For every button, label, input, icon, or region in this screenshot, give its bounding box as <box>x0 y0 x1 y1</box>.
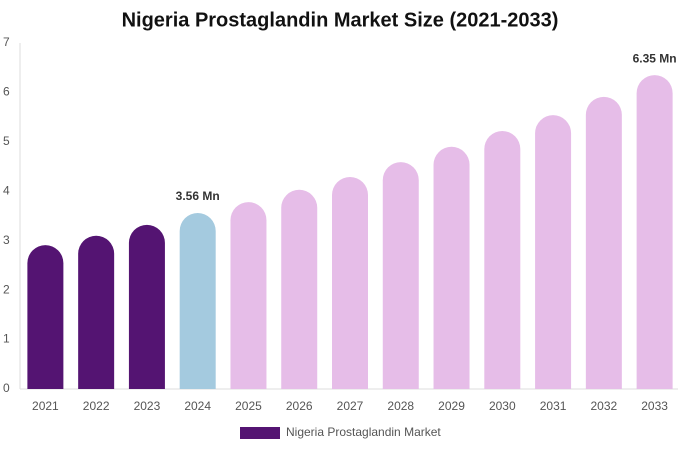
legend-label: Nigeria Prostaglandin Market <box>286 425 441 439</box>
bar <box>281 189 318 389</box>
bar <box>433 146 470 389</box>
bar <box>382 162 419 389</box>
bar <box>78 235 115 389</box>
bar <box>27 245 64 389</box>
bar <box>484 130 521 390</box>
bar <box>230 202 267 389</box>
x-tick-label: 2021 <box>32 399 59 413</box>
bar <box>585 96 622 390</box>
x-tick-label: 2029 <box>438 399 465 413</box>
value-label: 6.35 Mn <box>633 51 677 65</box>
x-tick-label: 2030 <box>489 399 516 413</box>
bar <box>179 213 216 389</box>
y-tick-label: 5 <box>3 134 10 148</box>
x-tick-label: 2027 <box>337 399 364 413</box>
bar <box>332 176 368 389</box>
bar <box>535 115 572 389</box>
y-tick-label: 6 <box>3 85 10 99</box>
bar <box>128 224 165 389</box>
y-tick-label: 7 <box>3 35 10 49</box>
x-tick-label: 2026 <box>286 399 313 413</box>
x-tick-label: 2023 <box>134 399 161 413</box>
x-tick-label: 2028 <box>387 399 414 413</box>
x-tick-label: 2025 <box>235 399 262 413</box>
x-tick-label: 2032 <box>590 399 617 413</box>
x-tick-label: 2022 <box>83 399 110 413</box>
x-tick-label: 2033 <box>641 399 668 413</box>
bar <box>636 75 673 389</box>
x-tick-label: 2031 <box>540 399 567 413</box>
y-tick-label: 2 <box>3 282 10 296</box>
legend-swatch <box>240 427 280 439</box>
y-tick-label: 0 <box>3 381 10 395</box>
chart-title: Nigeria Prostaglandin Market Size (2021-… <box>122 9 559 31</box>
y-tick-label: 4 <box>3 183 10 197</box>
x-tick-label: 2024 <box>184 399 211 413</box>
value-label: 3.56 Mn <box>176 189 220 203</box>
y-tick-label: 1 <box>3 332 10 346</box>
y-tick-label: 3 <box>3 233 10 247</box>
